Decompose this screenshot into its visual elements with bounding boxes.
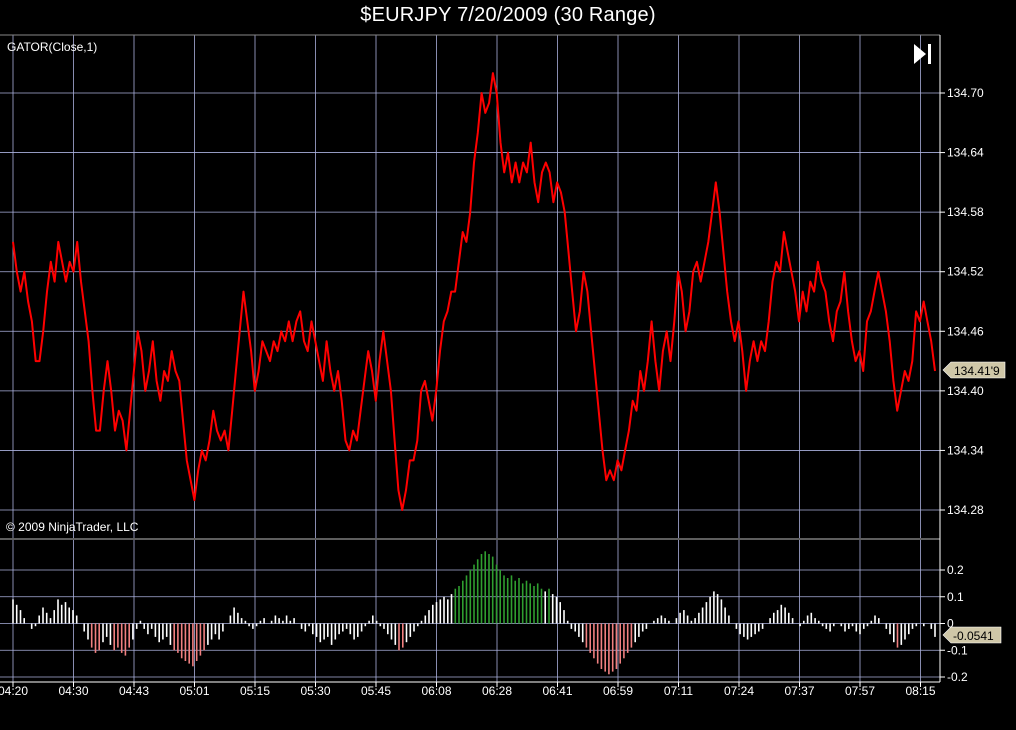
indicator-label: GATOR(Close,1): [7, 40, 97, 54]
last-price-label: 134.41'9: [954, 364, 1000, 378]
x-tick-label: 05:30: [300, 684, 330, 698]
x-tick-label: 06:59: [603, 684, 633, 698]
x-axis: 04:20 04:30 04:43 05:01 05:15 05:30 05:45 06:08…: [0, 682, 936, 698]
x-tick-label: 07:37: [784, 684, 814, 698]
last-gator-label: -0.0541: [953, 629, 994, 643]
x-tick-label: 04:20: [0, 684, 28, 698]
y-tick-label: 134.46: [947, 324, 984, 338]
y-tick-label: -0.2: [947, 670, 968, 684]
gator-bars: [12, 551, 936, 675]
y-tick-label: 0.1: [947, 590, 964, 604]
play-to-end-icon[interactable]: [914, 44, 931, 64]
y-tick-label: 134.70: [947, 86, 984, 100]
x-tick-label: 05:45: [361, 684, 391, 698]
x-tick-label: 04:43: [119, 684, 149, 698]
y-tick-label: 0.2: [947, 563, 964, 577]
x-tick-label: 05:15: [240, 684, 270, 698]
price-series: [12, 72, 936, 511]
x-tick-label: 06:08: [421, 684, 451, 698]
x-tick-label: 07:11: [664, 684, 693, 698]
last-gator-flag: -0.0541: [942, 626, 1002, 644]
chart-title: $EURJPY 7/20/2009 (30 Range): [360, 4, 656, 26]
y-tick-label: 134.58: [947, 205, 984, 219]
price-y-axis: 134.70 134.64 134.58 134.52 134.46 134.40 134.…: [940, 86, 984, 517]
copyright-label: © 2009 NinjaTrader, LLC: [6, 520, 139, 534]
last-price-flag: 134.41'9: [942, 361, 1006, 379]
panel-frame: [0, 34, 941, 683]
gator-y-axis: 0.2 0.1 0 -0.1 -0.2: [940, 563, 968, 684]
grid: [0, 35, 940, 682]
x-tick-label: 07:24: [724, 684, 754, 698]
x-tick-label: 06:28: [482, 684, 512, 698]
x-tick-label: 06:41: [542, 684, 572, 698]
x-tick-label: 08:15: [905, 684, 935, 698]
y-tick-label: 134.28: [947, 503, 984, 517]
y-tick-label: 134.64: [947, 146, 984, 160]
y-tick-label: 134.52: [947, 265, 984, 279]
y-tick-label: -0.1: [947, 643, 968, 657]
x-tick-label: 07:57: [845, 684, 875, 698]
y-tick-label: 134.34: [947, 443, 984, 457]
y-tick-label: 134.40: [947, 384, 984, 398]
x-tick-label: 04:30: [58, 684, 88, 698]
y-tick-label: 0: [947, 617, 954, 631]
x-tick-label: 05:01: [179, 684, 209, 698]
price-line: [12, 72, 936, 511]
